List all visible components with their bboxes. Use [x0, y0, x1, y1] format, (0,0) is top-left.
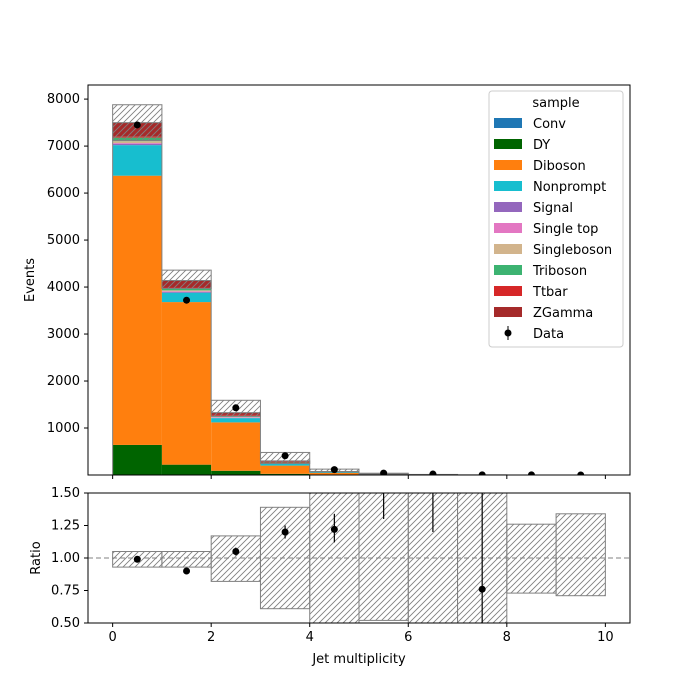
- legend-label: Triboson: [532, 264, 587, 279]
- legend-swatch-ttbar: [494, 286, 522, 296]
- ratio-point-bin-5: [380, 477, 387, 484]
- legend-swatch-conv: [494, 118, 522, 128]
- main-plot-panel: 1000 2000 3000 4000 5000 6000 7000 8000 Events: [23, 84, 631, 479]
- bar-dy-bin-2: [211, 470, 261, 475]
- bar-diboson-bin-0: [112, 175, 162, 445]
- legend-label: ZGamma: [533, 306, 593, 321]
- y-tick-label: 5000: [47, 233, 80, 248]
- bar-diboson-bin-4: [309, 472, 359, 475]
- y-axis-label-events: Events: [23, 258, 38, 302]
- legend: sample Conv DY Diboson Nonprompt Signal Singl…: [488, 90, 624, 348]
- legend-swatch-triboson: [494, 265, 522, 275]
- legend-swatch-single-top: [494, 223, 522, 233]
- bar-signal-bin-0: [112, 143, 162, 146]
- main-plot-frame: [87, 84, 631, 476]
- ratio-point-bin-6: [429, 464, 436, 471]
- bar-nonprompt-bin-0: [112, 145, 162, 176]
- legend-label: Data: [533, 327, 564, 342]
- ratio-band-bin-9: [555, 513, 606, 597]
- ratio-plot-panel: 0.50 0.75 1.00 1.25 1.50 0 2 4 6 8 10 Ratio Jet mu…: [29, 464, 631, 667]
- ratio-point-bin-4: [330, 525, 338, 533]
- ratio-band-bin-1: [161, 551, 212, 568]
- x-tick-label: 8: [503, 630, 511, 645]
- y-tick-label: 1000: [47, 421, 80, 436]
- data-point-bin-0: [133, 121, 141, 129]
- bar-nonprompt-bin-2: [211, 418, 261, 423]
- bar-nonprompt-bin-3: [260, 463, 310, 466]
- legend-label: Ttbar: [532, 285, 568, 300]
- bar-diboson-bin-3: [260, 465, 310, 474]
- legend-swatch-diboson: [494, 160, 522, 170]
- legend-label: Nonprompt: [533, 180, 606, 195]
- ratio-point-bin-2: [232, 548, 240, 555]
- y-tick-label: 6000: [47, 186, 80, 201]
- data-point-bin-5: [380, 469, 388, 475]
- ratio-band-bin-8: [506, 523, 557, 594]
- legend-swatch-nonprompt: [494, 181, 522, 191]
- bar-dy-bin-0: [112, 444, 162, 475]
- x-tick-label: 10: [597, 630, 614, 645]
- ratio-y-tick-label: 1.00: [51, 551, 80, 566]
- legend-swatch-dy: [494, 139, 522, 149]
- legend-label: Single top: [533, 222, 598, 237]
- data-point-bin-1: [183, 296, 191, 304]
- y-tick-label: 8000: [47, 92, 80, 107]
- legend-label: Conv: [533, 117, 566, 132]
- ratio-y-tick-label: 1.50: [51, 486, 80, 501]
- y-tick-label: 2000: [47, 374, 80, 389]
- bar-singleboson-bin-0: [112, 141, 162, 144]
- legend-title: sample: [532, 96, 579, 111]
- data-point-bin-4: [330, 466, 338, 474]
- data-point-bin-2: [232, 404, 240, 412]
- bar-dy-bin-3: [260, 473, 310, 475]
- ratio-band-bin-2: [210, 535, 261, 582]
- legend-frame: [488, 90, 624, 348]
- ratio-y-tick-label: 0.50: [51, 616, 80, 631]
- ratio-point-bin-3: [281, 528, 289, 536]
- ratio-point-bin-1: [183, 567, 191, 575]
- x-tick-label: 2: [207, 630, 215, 645]
- bar-triboson-bin-1: [161, 288, 212, 291]
- ratio-point-bin-0: [133, 555, 141, 563]
- data-point-bin-3: [281, 452, 289, 460]
- data-point-bin-9: [577, 471, 585, 475]
- x-tick-label: 4: [306, 630, 314, 645]
- legend-swatch-singleboson: [494, 244, 522, 254]
- bar-dy-bin-1: [161, 464, 212, 475]
- bar-diboson-bin-1: [161, 302, 212, 465]
- legend-label: Diboson: [533, 159, 586, 174]
- y-tick-label: 7000: [47, 139, 80, 154]
- bar-single-top-bin-0: [112, 143, 162, 144]
- ratio-y-tick-label: 0.75: [51, 584, 80, 599]
- x-axis-label: Jet multiplicity: [311, 652, 406, 667]
- bar-signal-bin-1: [161, 291, 212, 293]
- bar-diboson-bin-2: [211, 422, 261, 471]
- bar-singleboson-bin-1: [161, 290, 212, 292]
- ratio-y-tick-label: 1.25: [51, 519, 80, 534]
- ratio-point-bin-7: [478, 585, 486, 593]
- legend-label: Singleboson: [533, 243, 612, 258]
- data-point-bin-7: [478, 471, 486, 475]
- legend-data-marker: [504, 329, 512, 337]
- y-tick-label: 4000: [47, 280, 80, 295]
- legend-swatch-signal: [494, 202, 522, 212]
- legend-label: Signal: [533, 201, 573, 216]
- x-tick-label: 0: [108, 630, 116, 645]
- legend-swatch-zgamma: [494, 307, 522, 317]
- y-tick-label: 3000: [47, 327, 80, 342]
- bar-single-top-bin-1: [161, 291, 212, 292]
- x-tick-label: 6: [404, 630, 412, 645]
- data-point-bin-6: [429, 470, 437, 475]
- ratio-band-bin-4: [309, 493, 360, 623]
- legend-label: DY: [533, 138, 550, 153]
- data-point-bin-8: [527, 471, 535, 475]
- uncertainty-band-bin-1: [161, 269, 212, 289]
- y-axis-label-ratio: Ratio: [29, 541, 44, 574]
